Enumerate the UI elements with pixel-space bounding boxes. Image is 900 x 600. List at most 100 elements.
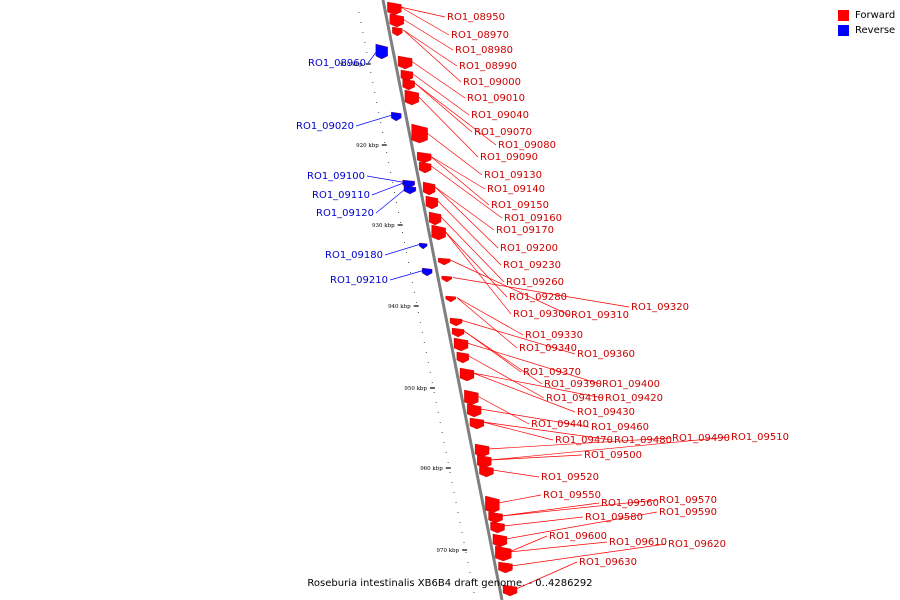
forward-gene-label: RO1_09520 [541,472,599,483]
forward-gene-label: RO1_09310 [571,310,629,321]
axis-minor-tick [425,352,427,353]
reverse-gene-arrow [419,242,428,250]
forward-leader-line [501,502,600,517]
axis-minor-tick [447,462,449,463]
axis-minor-tick [427,362,429,363]
axis-minor-tick [402,232,404,233]
forward-leader-line [498,494,542,504]
reverse-gene-label: RO1_09180 [325,250,383,261]
axis-minor-tick [394,192,396,193]
axis-minor-tick [415,302,417,303]
axis-minor-tick [386,152,388,153]
axis-minor-tick [384,142,386,143]
reverse-gene-label: RO1_09020 [296,121,354,132]
forward-gene-label: RO1_08990 [459,61,517,72]
forward-gene-label: RO1_09570 [659,495,717,506]
reverse-leader-line [366,175,405,183]
axis-minor-tick [441,432,443,433]
axis-minor-tick [396,202,398,203]
forward-leader-line [501,499,658,517]
forward-gene-arrow [451,327,465,338]
forward-gene-arrow [431,224,446,241]
forward-gene-label: RO1_09000 [463,77,521,88]
forward-gene-label: RO1_09280 [509,292,567,303]
forward-gene-arrow [485,495,500,514]
forward-gene-arrow [492,533,508,548]
reverse-gene-arrow [375,43,388,60]
axis-minor-tick [423,342,425,343]
forward-gene-label: RO1_09560 [601,498,659,509]
forward-leader-line [434,186,499,249]
forward-gene-label: RO1_09340 [519,343,577,354]
axis-minor-tick [457,512,459,513]
forward-gene-label: RO1_09070 [474,127,532,138]
forward-leader-line [482,421,554,441]
forward-leader-line [414,82,473,133]
axis-minor-tick [421,332,423,333]
forward-gene-arrow [490,521,505,534]
forward-gene-label: RO1_09360 [577,349,635,360]
forward-leader-line [509,535,548,553]
forward-gene-arrow [438,257,451,266]
forward-leader-line [444,230,508,298]
forward-leader-line [511,543,667,567]
axis-minor-tick [370,72,372,73]
axis-minor-tick [360,22,362,23]
axis-minor-tick [372,82,374,83]
forward-leader-line [515,561,578,590]
axis-minor-tick [473,592,475,593]
axis-tick-label: 920 kbp [356,143,379,149]
axis-ticks: 910 kbp 920 kbp 930 kbp 940 kbp 950 kbp 960 k… [340,12,475,593]
forward-gene-arrow [453,337,469,352]
axis-tick-label: 930 kbp [372,223,395,229]
forward-gene-label: RO1_09150 [491,200,549,211]
axis-minor-tick [469,572,471,573]
forward-leader-line [490,436,730,461]
forward-gene-label: RO1_09440 [531,419,589,430]
axis-minor-tick [465,552,467,553]
leader-lines [355,6,730,590]
axis-minor-tick [471,582,473,583]
forward-leader-line [403,29,462,83]
forward-gene-arrow [402,78,415,91]
forward-gene-label: RO1_09600 [549,531,607,542]
reverse-gene-label: RO1_09210 [330,275,388,286]
forward-leader-line [509,541,608,553]
axis-minor-tick [413,292,415,293]
forward-gene-arrow [502,584,518,597]
forward-leader-line [456,297,524,336]
axis-minor-tick [439,422,441,423]
forward-gene-arrow [389,13,404,28]
axis-tick-label: 960 kbp [420,466,443,472]
forward-gene-label: RO1_09300 [513,309,571,320]
forward-gene-arrow [479,465,494,478]
forward-leader-line [402,18,454,51]
axis-minor-tick [453,492,455,493]
reverse-leader-line [375,188,407,214]
forward-gene-label: RO1_09130 [484,170,542,181]
forward-gene-arrow [459,367,475,382]
forward-gene-label: RO1_09140 [487,184,545,195]
forward-leader-line [412,73,470,116]
forward-leader-line [480,408,590,428]
axis-minor-tick [368,62,370,63]
forward-gene-arrow [466,403,482,418]
forward-leader-line [490,454,583,461]
forward-gene-arrow [387,1,402,16]
forward-gene-label: RO1_09480 [614,435,672,446]
axis-minor-tick [382,132,384,133]
forward-leader-line [400,6,446,18]
axis-minor-tick [445,452,447,453]
reverse-leader-line [389,270,424,281]
reverse-gene-arrow [402,179,415,189]
forward-gene-label: RO1_09620 [668,539,726,550]
legend: Forward Reverse [838,8,895,38]
forward-leader-line [472,372,604,399]
axis-minor-tick [378,112,380,113]
forward-gene-arrow [445,295,456,303]
reverse-gene-arrow [391,111,402,122]
forward-gene-label: RO1_09260 [506,277,564,288]
genome-caption: Roseburia intestinalis XB6B4 draft genom… [307,578,593,589]
reverse-leader-line [355,114,393,127]
axis-minor-tick [388,162,390,163]
